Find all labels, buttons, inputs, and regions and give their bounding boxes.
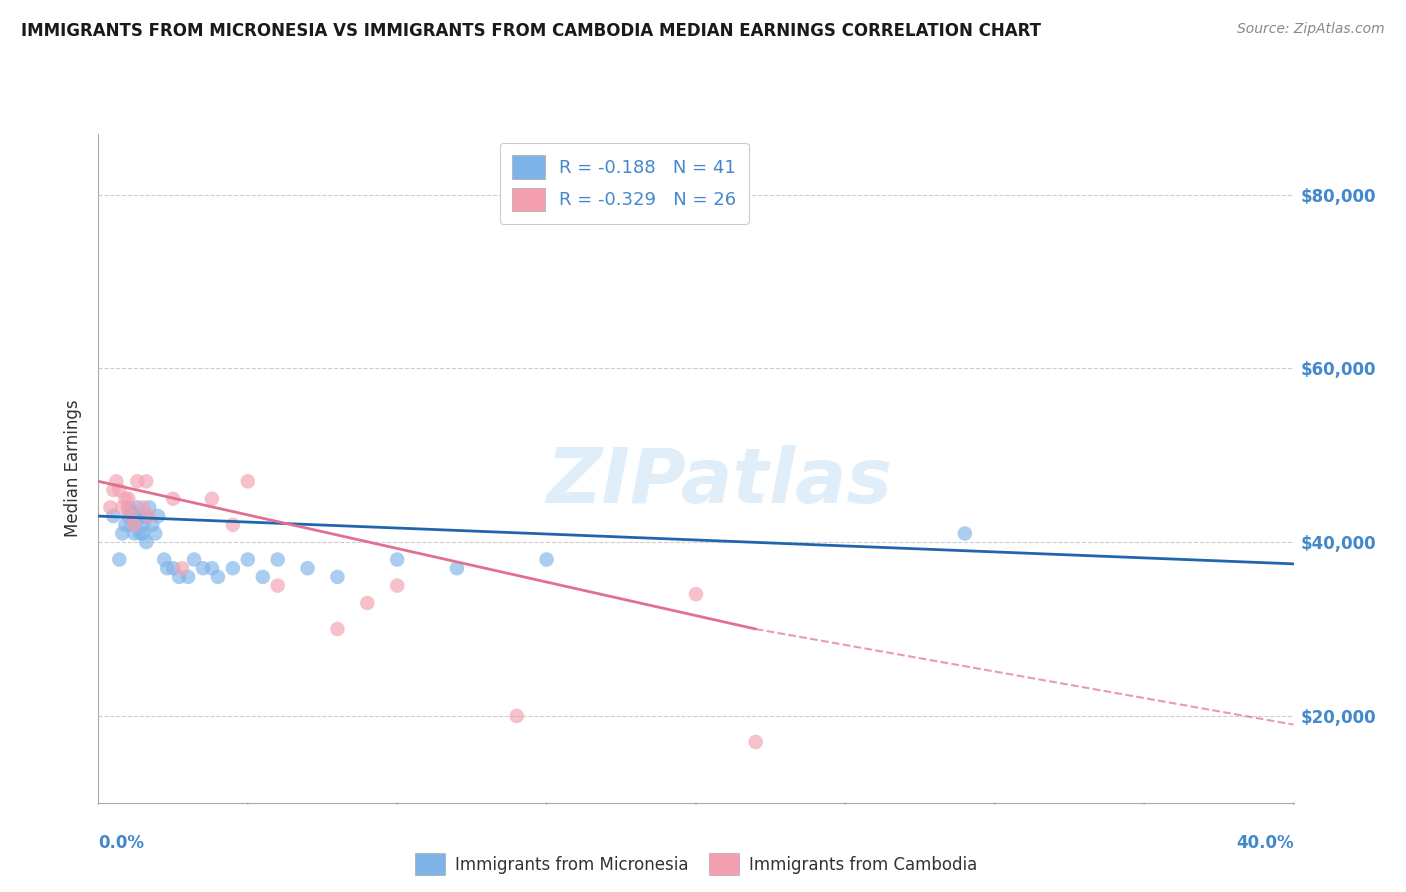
Point (120, 505, 142, 519)
Point (167, 570, 190, 584)
Point (267, 578, 290, 592)
Point (326, 622, 349, 636)
Point (236, 552, 259, 566)
Point (536, 552, 558, 566)
Point (132, 500, 155, 515)
Point (135, 509, 157, 524)
Point (129, 526, 152, 541)
Point (127, 475, 149, 489)
Point (201, 561, 224, 575)
Point (148, 509, 170, 524)
Point (117, 491, 139, 506)
Point (132, 526, 155, 541)
Point (222, 561, 245, 575)
Point (685, 587, 707, 601)
Point (124, 509, 146, 524)
Text: 0.0%: 0.0% (98, 834, 145, 852)
Point (120, 517, 142, 532)
Point (252, 570, 274, 584)
Point (162, 561, 184, 575)
Point (108, 552, 131, 566)
Point (222, 517, 245, 532)
Text: 40.0%: 40.0% (1236, 834, 1294, 852)
Point (953, 526, 976, 541)
Point (356, 596, 378, 610)
Point (267, 552, 290, 566)
Point (385, 552, 409, 566)
Point (108, 483, 131, 497)
Point (745, 735, 768, 749)
Point (117, 500, 139, 515)
Point (236, 475, 259, 489)
Point (103, 509, 125, 524)
Point (135, 535, 157, 549)
Point (135, 475, 157, 489)
Point (141, 517, 163, 532)
Legend: Immigrants from Micronesia, Immigrants from Cambodia: Immigrants from Micronesia, Immigrants f… (408, 847, 984, 881)
Point (129, 509, 152, 524)
Point (156, 561, 179, 575)
Point (114, 517, 136, 532)
Point (143, 526, 166, 541)
Point (117, 509, 139, 524)
Point (138, 500, 160, 515)
Point (177, 570, 200, 584)
Text: ZIPatlas: ZIPatlas (547, 445, 893, 518)
Point (162, 491, 184, 506)
Point (506, 709, 529, 723)
Point (132, 517, 155, 532)
Point (100, 500, 122, 515)
Point (114, 491, 136, 506)
Point (297, 561, 319, 575)
Point (183, 552, 205, 566)
Point (124, 526, 146, 541)
Point (117, 500, 139, 515)
Point (127, 500, 149, 515)
Point (446, 561, 468, 575)
Point (172, 561, 194, 575)
Point (207, 570, 229, 584)
Point (191, 561, 214, 575)
Point (111, 526, 134, 541)
Point (326, 570, 349, 584)
Point (105, 475, 128, 489)
Y-axis label: Median Earnings: Median Earnings (65, 400, 83, 537)
Point (103, 483, 125, 497)
Point (153, 552, 176, 566)
Point (111, 500, 134, 515)
Text: IMMIGRANTS FROM MICRONESIA VS IMMIGRANTS FROM CAMBODIA MEDIAN EARNINGS CORRELATI: IMMIGRANTS FROM MICRONESIA VS IMMIGRANTS… (21, 22, 1040, 40)
Point (201, 491, 224, 506)
Point (385, 578, 409, 592)
Point (124, 517, 146, 532)
Point (127, 513, 149, 527)
Point (120, 509, 142, 524)
Point (138, 509, 160, 524)
Text: Source: ZipAtlas.com: Source: ZipAtlas.com (1237, 22, 1385, 37)
